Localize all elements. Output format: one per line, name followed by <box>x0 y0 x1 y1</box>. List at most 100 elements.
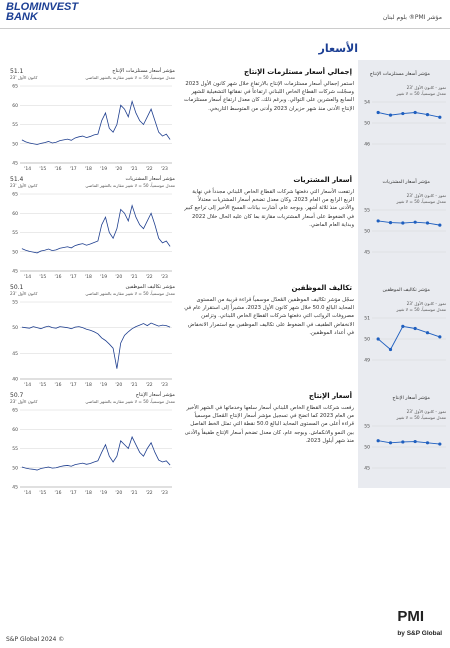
x-tick-label: '22 <box>146 166 153 172</box>
y-tick-label: 60 <box>12 427 18 433</box>
latest-label: كانون الأول '23 <box>10 291 38 296</box>
latest-value: 50.7 <box>10 392 24 399</box>
y-tick-label: 50 <box>364 229 370 235</box>
latest-label: كانون الأول '23 <box>10 183 38 188</box>
x-tick-label: '19 <box>100 382 107 388</box>
x-tick-label: '21 <box>131 382 138 388</box>
mini-title: مؤشر تكاليف الموظفين <box>382 288 430 293</box>
x-tick-label: '23 <box>161 166 168 172</box>
x-tick-label: '15 <box>39 490 46 496</box>
x-tick-label: '17 <box>70 166 77 172</box>
section-text: استمر إجمالي أسعار مستلزمات الإنتاج بالا… <box>183 81 354 112</box>
chart-subtitle: معدل موسمياً، 50 = لا تغيير مقارنة بالشه… <box>85 291 175 296</box>
series-line <box>378 112 440 118</box>
x-tick-label: '21 <box>131 490 138 496</box>
mini-subtitle: معدل موسمياً، 50 = لا تغيير <box>396 415 446 420</box>
y-tick-label: 55 <box>12 230 18 236</box>
chart-title: مؤشر أسعار مستلزمات الإنتاج <box>112 68 175 74</box>
brand-line: BANK <box>6 11 38 23</box>
mini-title: مؤشر أسعار الإنتاج <box>392 396 430 401</box>
series-line <box>377 325 440 351</box>
chart-title: مؤشر أسعار الإنتاج <box>135 392 175 398</box>
x-tick-label: '15 <box>39 166 46 172</box>
sidebar <box>358 60 450 488</box>
x-tick-label: '21 <box>131 166 138 172</box>
x-tick-label: '17 <box>70 490 77 496</box>
x-tick-label: '23 <box>161 382 168 388</box>
y-tick-label: 55 <box>12 300 18 306</box>
section-heading: أسعار الإنتاج <box>308 392 352 400</box>
x-tick-label: '23 <box>161 490 168 496</box>
x-tick-label: '21 <box>131 274 138 280</box>
latest-value: 51.1 <box>10 68 24 75</box>
point <box>438 115 442 119</box>
point <box>388 441 393 445</box>
x-tick-label: '16 <box>55 274 62 280</box>
x-tick-label: '22 <box>146 490 153 496</box>
divider <box>0 28 450 29</box>
mini-period: تموز - كانون الأول '23 <box>406 85 446 90</box>
y-tick-label: 54 <box>364 100 370 106</box>
y-tick-label: 65 <box>12 408 18 414</box>
y-tick-label: 45 <box>12 269 18 275</box>
x-tick-label: '19 <box>100 274 107 280</box>
x-tick-label: '17 <box>70 382 77 388</box>
latest-label: كانون الأول '23 <box>10 75 38 80</box>
x-tick-label: '14 <box>24 166 31 172</box>
chart-title: مؤشر تكاليف الموظفين <box>125 284 175 290</box>
x-tick-label: '19 <box>100 166 107 172</box>
y-tick-label: 45 <box>12 351 18 357</box>
chart: 45 50 55 60 65 '14 '15 '16 '17 '18 '19 '20 '21 '22 '23 <box>12 408 172 496</box>
chart-subtitle: معدل موسمياً، 50 = لا تغيير مقارنة بالشه… <box>85 75 175 80</box>
y-tick-label: 50 <box>364 121 370 127</box>
x-tick-label: '22 <box>146 382 153 388</box>
point <box>425 113 430 117</box>
section-heading: إجمالي أسعار مستلزمات الإنتاج <box>244 68 352 76</box>
y-tick-label: 55 <box>364 208 370 214</box>
x-tick-label: '17 <box>70 274 77 280</box>
report-name: مؤشر PMI® بلوم لبنان <box>382 14 442 21</box>
point <box>376 439 380 443</box>
y-tick-label: 50 <box>12 249 18 255</box>
x-tick-label: '18 <box>85 166 92 172</box>
x-tick-label: '20 <box>115 166 122 172</box>
x-tick-label: '16 <box>55 382 62 388</box>
y-tick-label: 45 <box>12 485 18 491</box>
series-line <box>378 440 440 445</box>
chart: 40 45 50 55 '14 '15 '16 '17 '18 '19 '20 '21 '22 '23 <box>12 300 172 388</box>
x-tick-label: '15 <box>39 274 46 280</box>
point <box>401 221 405 225</box>
point <box>413 439 417 444</box>
point <box>413 110 417 115</box>
y-tick-label: 65 <box>12 84 18 90</box>
x-tick-label: '15 <box>39 382 46 388</box>
latest-label: كانون الأول '23 <box>10 399 38 404</box>
chart-subtitle: معدل موسمياً، 50 = لا تغيير مقارنة بالشه… <box>85 183 175 188</box>
by-line: by S&P Global <box>397 630 442 637</box>
point <box>401 324 405 328</box>
point <box>425 441 430 445</box>
section-heading: تكاليف الموظفين <box>291 284 352 292</box>
point <box>401 440 405 444</box>
point <box>438 442 442 446</box>
mini-title: مؤشر أسعار مستلزمات الإنتاج <box>369 72 430 77</box>
chart: 46 50 54 <box>364 100 446 148</box>
latest-value: 50.1 <box>10 284 24 291</box>
y-tick-label: 50 <box>12 141 18 147</box>
brand: BLOMINVEST BANK <box>6 2 78 23</box>
x-tick-label: '14 <box>24 274 31 280</box>
y-tick-label: 65 <box>12 192 18 198</box>
series-line <box>21 204 171 254</box>
series-line <box>21 435 171 471</box>
mini-subtitle: معدل موسمياً، 50 = لا تغيير <box>396 199 446 204</box>
point <box>376 219 380 223</box>
y-tick-label: 49 <box>364 358 370 364</box>
y-tick-label: 50 <box>364 445 370 451</box>
y-tick-label: 50 <box>12 465 18 471</box>
y-tick-label: 45 <box>364 250 370 256</box>
pmi-logo: PMI <box>397 608 424 625</box>
mini-period: تموز - كانون الأول '23 <box>406 409 446 414</box>
mini-subtitle: معدل موسمياً، 50 = لا تغيير <box>396 307 446 312</box>
point <box>438 335 442 339</box>
